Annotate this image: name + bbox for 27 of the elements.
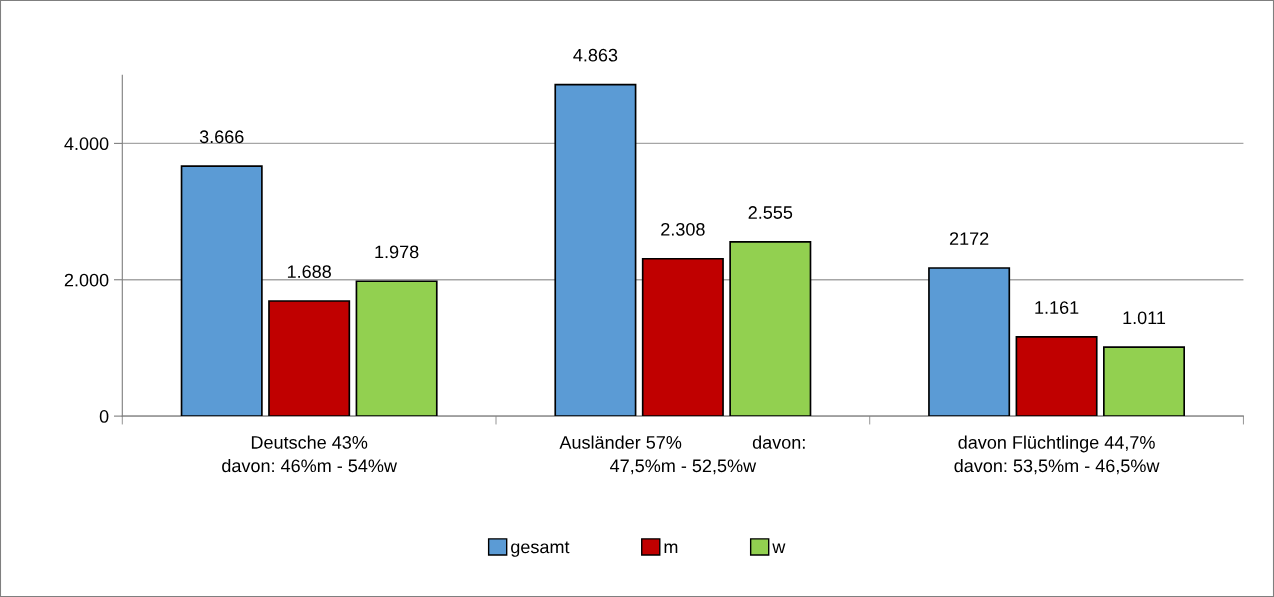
bar — [180, 165, 263, 417]
data-label: 1.161 — [1035, 301, 1079, 314]
legend-label: gesamt — [511, 541, 570, 557]
y-tick-label: 0 — [99, 410, 109, 423]
x-tick-label: Ausländer 57% davon: 47,5%m - 52,5%w — [559, 435, 805, 475]
legend-label: w — [772, 543, 786, 554]
bar — [1103, 346, 1186, 417]
bar — [928, 267, 1011, 417]
bar — [355, 280, 438, 417]
legend-label: m — [664, 543, 678, 554]
data-label: 3.666 — [199, 130, 244, 144]
bar — [268, 300, 351, 417]
data-label: 1.978 — [375, 245, 419, 259]
bar — [1015, 336, 1098, 417]
y-tick-label: 4.000 — [64, 137, 109, 151]
y-tick-label: 2.000 — [64, 273, 109, 287]
data-label: 2.555 — [748, 206, 793, 219]
bar — [641, 257, 724, 417]
data-label: 2172 — [949, 232, 989, 245]
data-label: 4.863 — [573, 48, 618, 62]
data-label: 2.308 — [661, 222, 705, 236]
x-tick-label: davon Flüchtlinge 44,7% davon: 53,5%m - 46,5%w — [954, 435, 1160, 475]
bar — [554, 83, 637, 417]
x-tick-label: Deutsche 43% davon: 46%m - 54%w — [222, 435, 398, 473]
data-label: 1.688 — [287, 265, 331, 279]
data-label: 1.011 — [1123, 311, 1166, 325]
bar — [729, 241, 812, 417]
